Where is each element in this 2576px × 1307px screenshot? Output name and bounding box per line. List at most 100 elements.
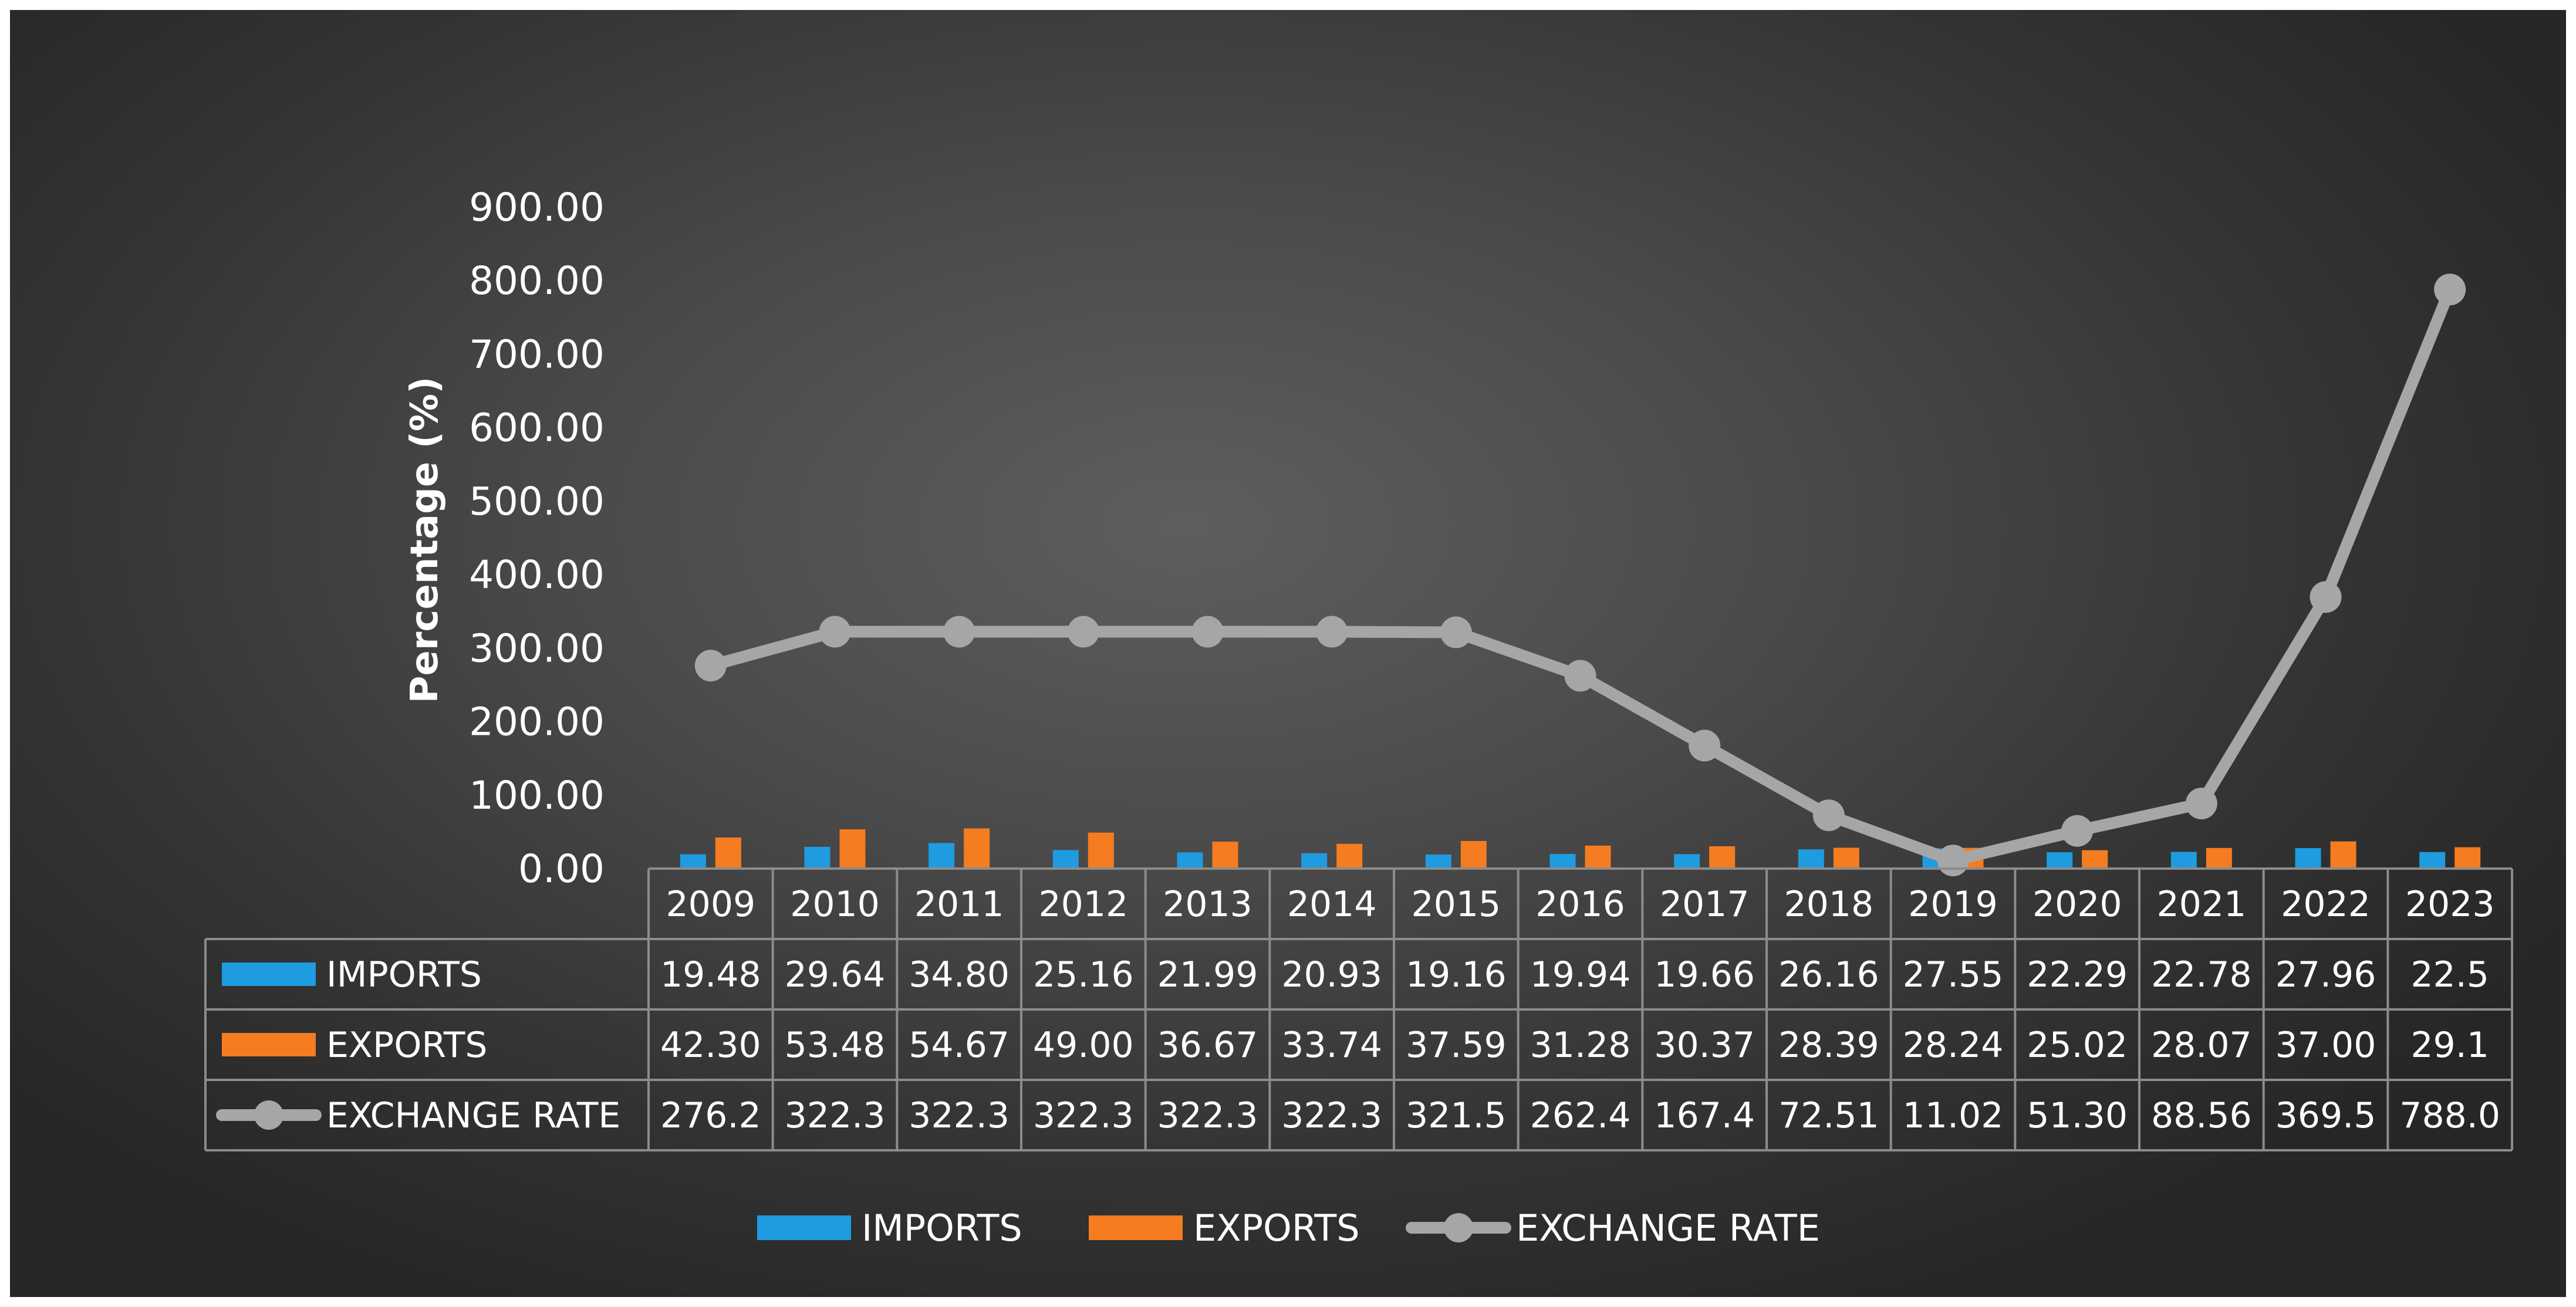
x-category-label: 2022 (2281, 884, 2371, 925)
exchange-rate-point (1812, 799, 1845, 832)
data-label: 19.66 (1654, 954, 1755, 995)
exports-bar (2082, 850, 2108, 869)
data-label: 25.02 (2027, 1025, 2128, 1066)
legend-label: EXCHANGE RATE (1516, 1207, 1820, 1249)
y-tick-label: 600.00 (469, 406, 605, 451)
imports-bar (1052, 850, 1079, 869)
data-label: 322.3 (1281, 1095, 1382, 1136)
exchange-rate-point (1067, 616, 1099, 648)
y-tick-label: 100.00 (469, 773, 605, 818)
imports-bar (1177, 852, 1203, 869)
data-label: 262.4 (1530, 1095, 1631, 1136)
table-row-label: EXCHANGE RATE (326, 1095, 620, 1136)
data-label: 322.3 (1157, 1095, 1258, 1136)
data-label: 37.00 (2275, 1025, 2376, 1066)
legend-label: IMPORTS (862, 1207, 1022, 1249)
data-label: 11.02 (1903, 1095, 2004, 1136)
imports-bar (2170, 852, 2197, 869)
exchange-rate-point (1689, 730, 1721, 762)
data-label: 51.30 (2027, 1095, 2128, 1136)
table-row-label: EXPORTS (326, 1025, 487, 1066)
exports-bar (1460, 840, 1487, 869)
data-label: 369.5 (2275, 1095, 2376, 1136)
data-label: 22.5 (2410, 954, 2489, 995)
exports-bar (1833, 847, 1859, 869)
y-tick-label: 500.00 (469, 479, 605, 524)
exports-bar (1212, 842, 1238, 869)
exports-table-key-swatch (222, 1033, 316, 1056)
exports-bar (2330, 841, 2356, 869)
legend-label: EXPORTS (1193, 1207, 1360, 1249)
imports-bar (1798, 849, 1824, 869)
exchange-rate-line (704, 283, 2456, 867)
imports-bar (2419, 852, 2446, 869)
data-label: 29.64 (785, 954, 886, 995)
exchange-rate-table-key-marker (254, 1100, 283, 1130)
exchange-rate-point (694, 650, 727, 682)
x-category-label: 2010 (790, 884, 880, 925)
data-label: 28.07 (2151, 1025, 2252, 1066)
exchange-rate-point (1316, 616, 1348, 648)
data-label: 25.16 (1033, 954, 1134, 995)
y-axis-title: Percentage (%) (403, 377, 447, 704)
y-tick-label: 200.00 (469, 700, 605, 745)
exports-legend-swatch (1089, 1215, 1183, 1240)
data-label: 88.56 (2151, 1095, 2252, 1136)
exchange-rate-point (2434, 273, 2466, 306)
data-label: 322.3 (1033, 1095, 1134, 1136)
data-label: 42.30 (660, 1025, 761, 1066)
table-row-label: IMPORTS (326, 954, 482, 995)
y-axis: 0.00 100.00 200.00 300.00 400.00 500.00 600.00… (469, 185, 605, 891)
data-label: 33.74 (1281, 1025, 1382, 1066)
y-tick-label: 900.00 (469, 185, 605, 230)
data-label: 28.24 (1903, 1025, 2004, 1066)
data-label: 29.1 (2410, 1025, 2489, 1066)
imports-legend-swatch (757, 1215, 851, 1240)
exchange-rate-point (943, 616, 975, 648)
imports-bar (2295, 847, 2321, 869)
imports-bar (1674, 854, 1700, 869)
x-category-label: 2016 (1535, 884, 1625, 925)
data-label: 19.48 (660, 954, 761, 995)
x-category-label: 2014 (1287, 884, 1377, 925)
imports-bar (1301, 853, 1328, 869)
data-label: 276.2 (660, 1095, 761, 1136)
data-label: 31.28 (1530, 1025, 1631, 1066)
y-tick-label: 300.00 (469, 626, 605, 671)
imports-bar (1549, 854, 1576, 869)
imports-bar (2047, 852, 2073, 869)
y-tick-label: 0.00 (518, 846, 605, 891)
data-label: 27.55 (1903, 954, 2004, 995)
x-category-label: 2011 (914, 884, 1004, 925)
data-label: 27.96 (2275, 954, 2376, 995)
exports-bar (839, 829, 866, 869)
exports-bar (1088, 832, 1114, 869)
y-tick-label: 400.00 (469, 552, 605, 597)
x-category-label: 2017 (1660, 884, 1750, 925)
exchange-rate-point (2185, 788, 2217, 820)
x-category-label: 2021 (2156, 884, 2246, 925)
exports-bar (2455, 847, 2481, 869)
exports-bar (1336, 843, 1363, 869)
exchange-rate-point (2310, 581, 2342, 613)
exchange-rate-point (1937, 845, 1969, 877)
exports-bar (1709, 846, 1736, 869)
exchange-rate-point (2061, 815, 2094, 847)
data-label: 322.3 (909, 1095, 1010, 1136)
data-label: 30.37 (1654, 1025, 1755, 1066)
exchange-rate-point (1564, 660, 1596, 692)
data-label: 322.3 (785, 1095, 886, 1136)
data-label: 167.4 (1654, 1095, 1755, 1136)
data-label: 788.0 (2399, 1095, 2500, 1136)
line-series (694, 273, 2466, 877)
data-label: 72.51 (1778, 1095, 1879, 1136)
exchange-rate-point (819, 616, 851, 648)
data-label: 21.99 (1157, 954, 1258, 995)
x-category-label: 2020 (2033, 884, 2122, 925)
exports-bar (964, 828, 990, 869)
data-label: 321.5 (1406, 1095, 1507, 1136)
data-label: 54.67 (909, 1025, 1010, 1066)
data-label: 36.67 (1157, 1025, 1258, 1066)
x-category-label: 2018 (1784, 884, 1873, 925)
x-category-label: 2009 (666, 884, 755, 925)
